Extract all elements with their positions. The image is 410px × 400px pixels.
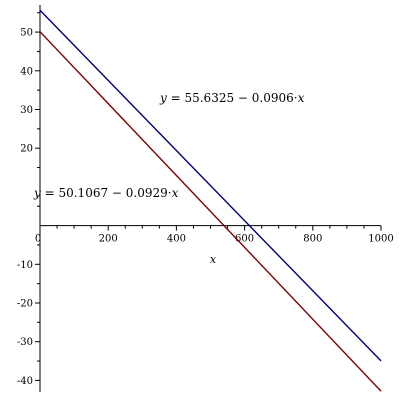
series-lines: [39, 9, 382, 392]
x-tick-label: 400: [167, 234, 186, 245]
y-tick-label: -10: [17, 260, 33, 271]
equation-lower-var: x: [172, 186, 179, 200]
y-tick-label: -30: [17, 337, 33, 348]
y-tick-label: -40: [17, 376, 33, 387]
series-line-1: [39, 9, 382, 362]
y-tick-label: 20: [20, 144, 33, 155]
x-tick-label: 0: [35, 234, 41, 245]
equation-upper-var: x: [298, 91, 305, 105]
equation-label-upper: y = 55.6325 − 0.0906·x: [159, 91, 305, 105]
x-tick-label: 1000: [368, 234, 393, 245]
series-line-2: [39, 31, 382, 392]
equation-upper-rhs: 55.6325 − 0.0906·: [184, 91, 297, 105]
equation-lower-lhs: y: [33, 186, 41, 200]
y-tick-label: 30: [20, 105, 33, 116]
y-tick-label: 50: [20, 28, 33, 39]
axes: 0 200 400 600 800 1000 50 40 30 20 -10 -20 -30 -40: [17, 5, 394, 392]
equation-lower-rhs: 50.1067 − 0.0929·: [58, 186, 171, 200]
equation-label-lower: y = 50.1067 − 0.0929·x: [33, 186, 179, 200]
equation-upper-lhs: y: [159, 91, 167, 105]
equation-lower-eq: =: [41, 186, 59, 200]
x-axis-label: x: [210, 253, 217, 266]
x-tick-label: 200: [99, 234, 118, 245]
y-tick-label: 40: [20, 66, 33, 77]
y-tick-label: -20: [17, 298, 33, 309]
x-tick-label: 600: [235, 234, 254, 245]
equation-upper-eq: =: [167, 91, 185, 105]
x-tick-label: 800: [303, 234, 322, 245]
